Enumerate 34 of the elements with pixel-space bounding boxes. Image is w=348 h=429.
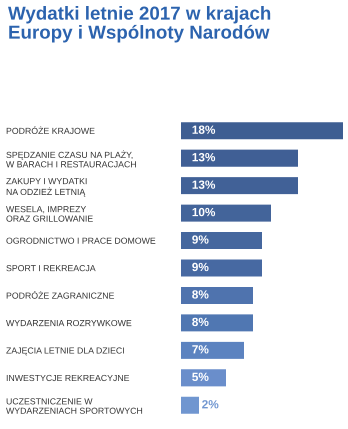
- y-tick-label: ZAKUPY I WYDATKI NA ODZIEŻ LETNIĄ: [6, 178, 87, 197]
- y-tick-label: OGRODNICTWO I PRACE DOMOWE: [6, 238, 156, 244]
- bar: [181, 396, 199, 414]
- y-tick-label: UCZESTNICZENIE W WYDARZENIACH SPORTOWYCH: [6, 398, 142, 414]
- bar: [181, 204, 271, 222]
- data-label: 18%: [192, 126, 216, 134]
- y-tick-label: INWESTYCJE REKREACYJNE: [6, 374, 130, 382]
- y-tick-label: ZAJĘCIA LETNIE DLA DZIECI: [6, 347, 124, 356]
- data-label: 13%: [192, 180, 216, 189]
- chart-title: Wydatki letnie 2017 w krajach Europy i Wspólnoty Narodów: [8, 6, 270, 42]
- data-label: 7%: [192, 345, 209, 354]
- data-label: 9%: [192, 235, 209, 244]
- y-tick-label: PODRÓŻE ZAGRANICZNE: [6, 291, 114, 299]
- data-label: 9%: [192, 262, 209, 272]
- data-label: 8%: [192, 318, 209, 326]
- data-label: 8%: [192, 290, 209, 299]
- bar: [181, 259, 262, 277]
- data-label: 5%: [192, 372, 209, 381]
- data-label: 13%: [192, 152, 216, 162]
- y-tick-label: PODRÓŻE KRAJOWE: [6, 126, 95, 134]
- data-label: 2%: [202, 400, 218, 408]
- y-tick-label: SPORT I REKREACJA: [6, 265, 96, 272]
- bar: [181, 369, 226, 386]
- bar: [181, 342, 244, 359]
- bar: [181, 177, 298, 194]
- data-label: 10%: [192, 208, 216, 216]
- y-tick-label: WESELA, IMPREZY ORAZ GRILLOWANIE: [6, 206, 93, 222]
- bar: [181, 286, 253, 304]
- bar: [181, 314, 253, 332]
- y-tick-label: SPĘDZANIE CZASU NA PLAŻY, W BARACH I RESTAURACJACH: [6, 150, 136, 168]
- bar: [181, 232, 262, 250]
- bar: [181, 122, 343, 140]
- y-tick-label: WYDARZENIA ROZRYWKOWE: [6, 320, 132, 326]
- bar: [181, 150, 298, 167]
